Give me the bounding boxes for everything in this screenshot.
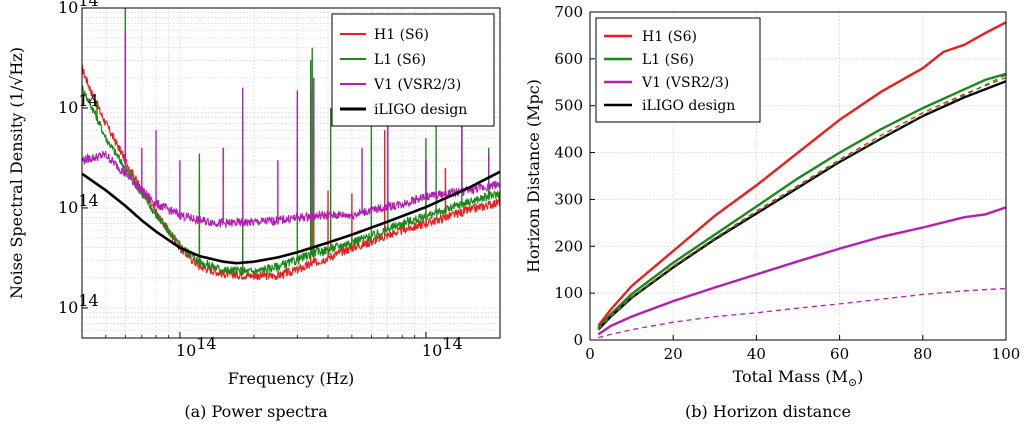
iligo-legend-label: iLIGO design	[642, 98, 735, 114]
x-tick-label: 60	[830, 345, 849, 363]
cb41eb4-dashed-series-line	[598, 287, 1007, 339]
v1-series-line	[597, 206, 1007, 336]
v1-legend-label: V1 (VSR2/3)	[641, 75, 729, 91]
x-tick-label: 100	[992, 345, 1021, 363]
x-tick-label: 40	[747, 345, 766, 363]
y-tick-label: 600	[554, 50, 583, 68]
c198a19-dashed-series-line	[597, 74, 1007, 331]
cee1c1c-dashed-series-line	[597, 76, 1007, 330]
legend: H1 (S6) L1 (S6) V1 (VSR2/3) iLIGO design	[595, 17, 761, 123]
h1-legend-label: H1 (S6)	[374, 27, 429, 43]
svg-text:1014: 1014	[422, 334, 463, 360]
horizon-distance-chart: 0 20 40 60 80 100 0 100 200 300 400 500 600 700 Total …	[524, 3, 1021, 389]
y-axis-label: Noise Spectral Density (1/√Hz)	[7, 47, 26, 299]
svg-text:1014: 1014	[58, 291, 99, 317]
plot-frame	[589, 11, 1007, 341]
y-tick-label: 300	[554, 190, 583, 208]
x-axis-label: Frequency (Hz)	[228, 369, 355, 388]
y-axis-label: Horizon Distance (Mpc)	[524, 79, 543, 273]
iligo-series-line	[597, 80, 1007, 331]
v1-series-line	[82, 150, 500, 229]
l1-series-line	[82, 85, 500, 276]
y-tick-label: 500	[554, 97, 583, 115]
y-tick-label: 100	[554, 284, 583, 302]
l1-legend-label: L1 (S6)	[374, 52, 426, 68]
y-tick-label: 200	[554, 237, 583, 255]
h1-series-line	[82, 64, 500, 281]
x-axis-label: Total Mass (M⊙)	[733, 367, 864, 389]
plot-area	[597, 21, 1007, 339]
y-tick-label: 400	[554, 144, 583, 162]
power-spectra-chart: 1014 1014 1014 1014 1014 1014 Frequency (Hz) No…	[7, 0, 501, 388]
l1-series-line	[597, 72, 1007, 330]
svg-text:1014: 1014	[58, 0, 99, 17]
plot-frame	[81, 7, 501, 339]
iligo-series-line	[82, 170, 500, 265]
v1-legend-label: V1 (VSR2/3)	[373, 77, 461, 93]
svg-text:1014: 1014	[58, 91, 99, 117]
plot-area	[82, 8, 500, 281]
x-tick-label: 0	[585, 345, 595, 363]
legend: H1 (S6) L1 (S6) V1 (VSR2/3) iLIGO design	[331, 13, 495, 127]
power-spectra-caption: (a) Power spectra	[184, 402, 328, 421]
x-tick-label: 20	[664, 345, 683, 363]
h1-legend-label: H1 (S6)	[642, 29, 697, 45]
horizon-distance-caption: (b) Horizon distance	[685, 402, 851, 421]
power-spectra-panel: 1014 1014 1014 1014 1014 1014 Frequency (Hz) No…	[7, 0, 501, 421]
l1-legend-label: L1 (S6)	[642, 52, 694, 68]
x-tick-label: 80	[913, 345, 932, 363]
y-tick-label: 700	[554, 3, 583, 21]
iligo-legend-label: iLIGO design	[374, 102, 467, 118]
horizon-distance-panel: 0 20 40 60 80 100 0 100 200 300 400 500 600 700 Total …	[512, 0, 1024, 433]
legend-box	[331, 13, 495, 127]
svg-text:1014: 1014	[176, 334, 217, 360]
y-tick-label: 0	[573, 331, 583, 349]
svg-text:1014: 1014	[58, 191, 99, 217]
h1-series-line	[597, 21, 1007, 327]
